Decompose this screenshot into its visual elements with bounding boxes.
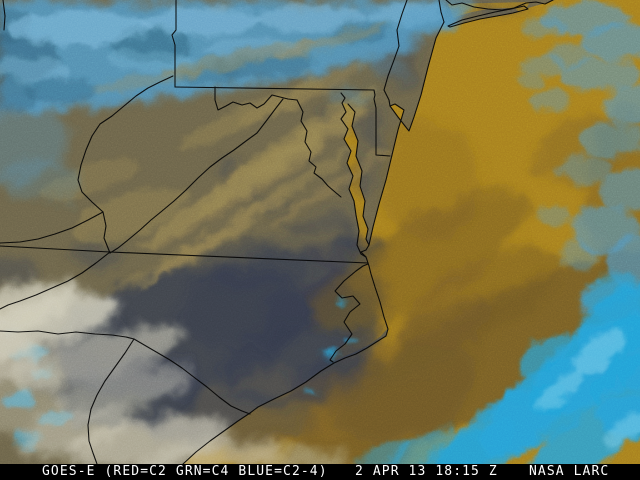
status-source-label: GOES-E (RED=C2 GRN=C4 BLUE=C2-4) (42, 464, 328, 479)
satellite-image (0, 0, 640, 464)
noise-overlay (0, 0, 640, 464)
status-timestamp-label: 2 APR 13 18:15 Z (355, 464, 498, 479)
status-credit-label: NASA LARC (529, 464, 610, 479)
satellite-image-canvas (0, 0, 640, 464)
status-bar: GOES-E (RED=C2 GRN=C4 BLUE=C2-4) 2 APR 1… (0, 464, 640, 480)
